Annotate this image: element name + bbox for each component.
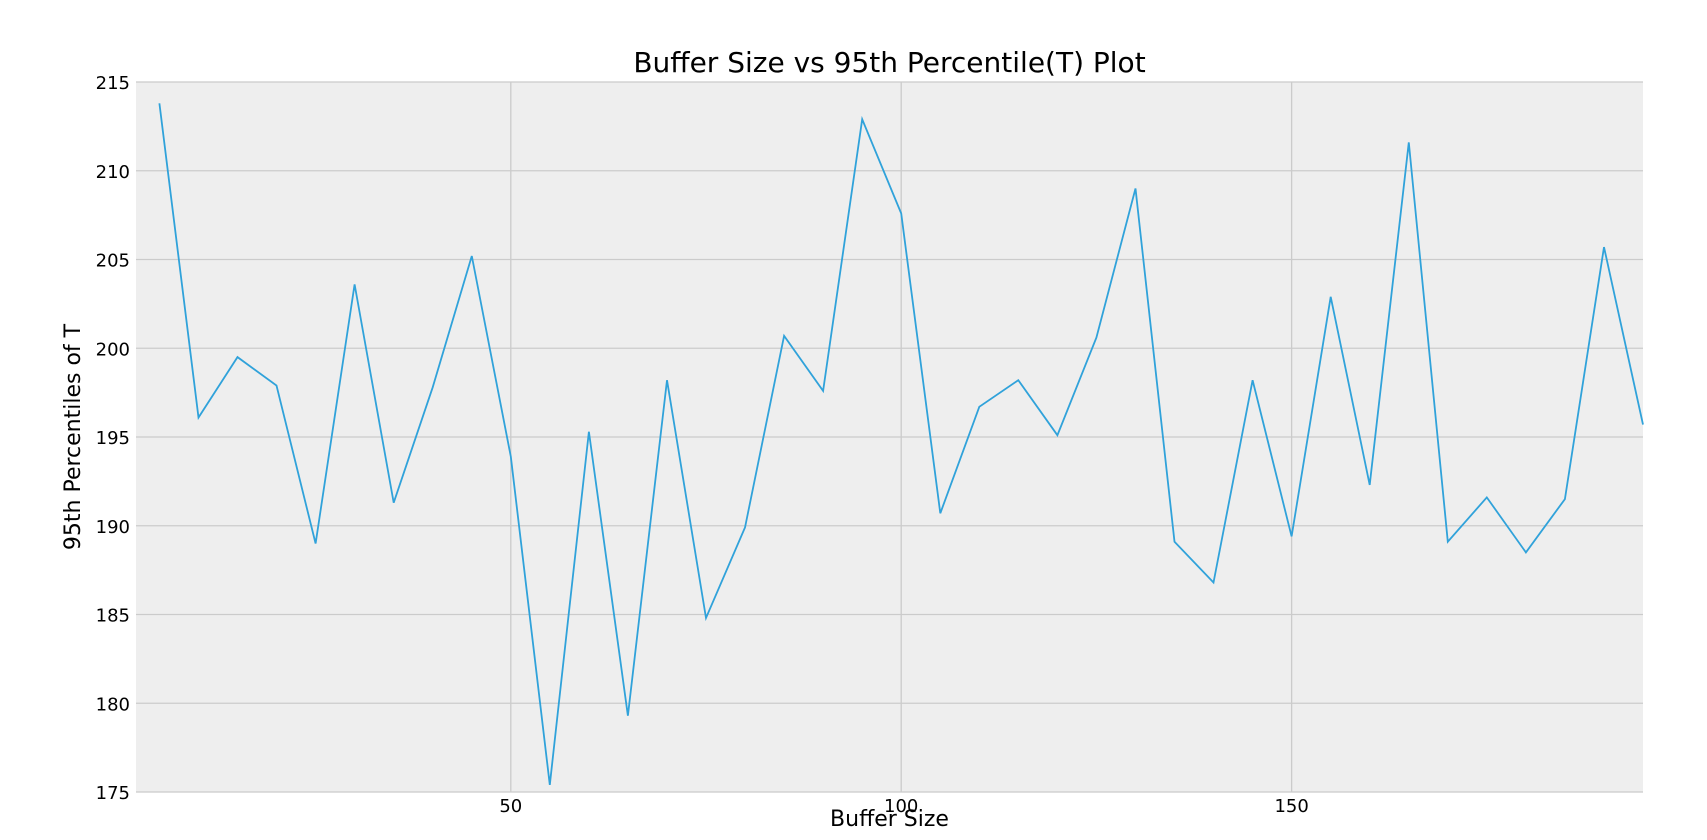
x-tick-label: 150 [1274,796,1308,817]
x-axis-label: Buffer Size [830,807,949,832]
chart-title: Buffer Size vs 95th Percentile(T) Plot [633,46,1145,79]
y-tick-label: 180 [96,694,130,715]
y-tick-label: 215 [96,73,130,94]
y-tick-label: 205 [96,251,130,272]
series-layer [158,103,1644,786]
y-tick-label: 185 [96,606,130,627]
grid-lines [136,81,1643,793]
y-tick-label: 190 [96,517,130,538]
x-tick-label: 50 [499,796,522,817]
y-tick-label: 200 [96,339,130,360]
y-tick-label: 175 [96,783,130,804]
y-tick-label: 210 [96,162,130,183]
x-tick-label: 100 [884,796,918,817]
y-axis-label: 95th Percentiles of T [61,323,86,550]
y-tick-label: 195 [96,428,130,449]
tick-labels: 175 180 185 190 195 200 205 210 215 50 100 150 [96,73,1309,817]
series-line [158,103,1644,786]
